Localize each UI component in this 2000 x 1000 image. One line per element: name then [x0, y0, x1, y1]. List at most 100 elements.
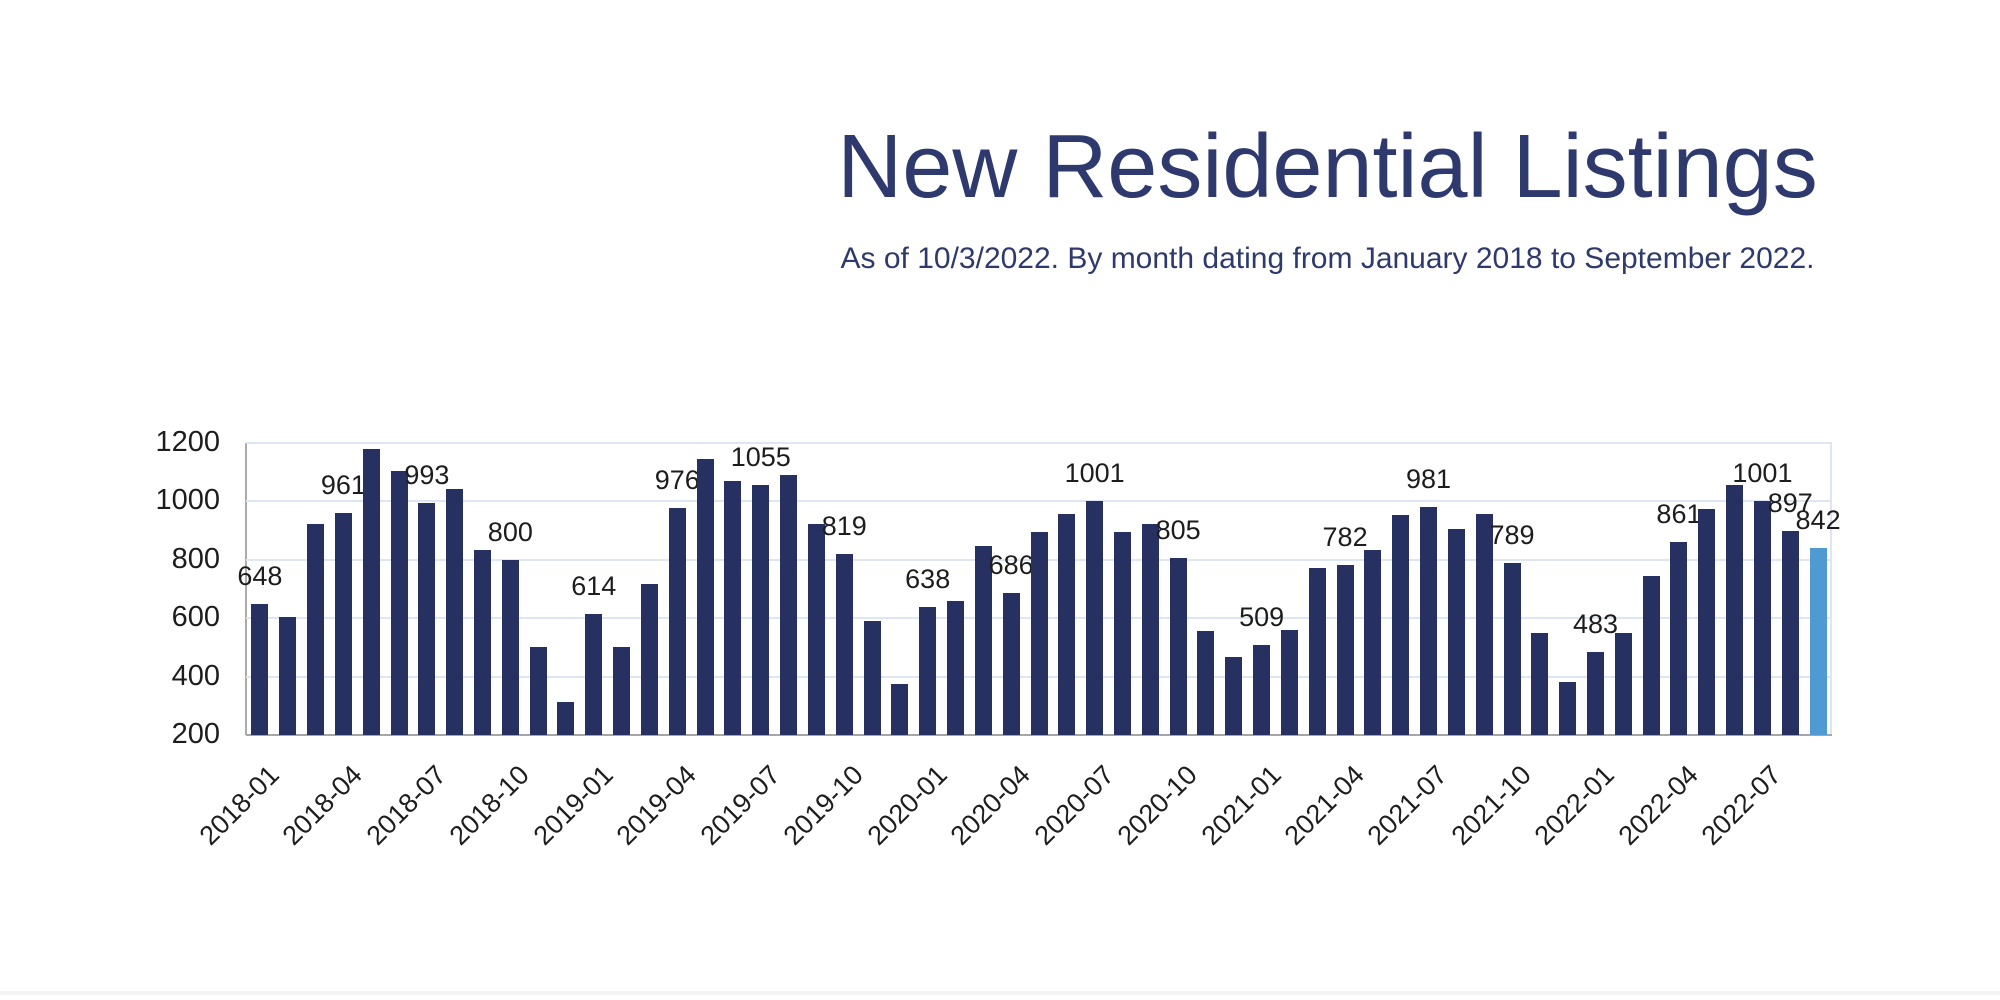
bar-value-label: 961 [320, 469, 366, 500]
bar [1002, 593, 1020, 735]
plot-right-border [1830, 443, 1832, 735]
bar-value-label: 782 [1322, 522, 1368, 553]
bar [557, 702, 575, 735]
bar-value-label: 789 [1489, 520, 1535, 551]
bar [1447, 528, 1465, 735]
chart-subtitle: As of 10/3/2022. By month dating from Ja… [840, 242, 1815, 275]
bar [362, 448, 380, 735]
bar [696, 458, 714, 735]
y-tick-label: 400 [171, 659, 220, 692]
x-tick-label: 2020-07 [1028, 759, 1120, 851]
bar [1086, 501, 1104, 735]
chart-title: New Residential Listings [837, 117, 1818, 217]
bar [947, 600, 965, 735]
x-tick-label: 2020-04 [944, 759, 1036, 851]
y-tick-label: 1200 [155, 426, 220, 458]
bar [807, 523, 825, 735]
x-axis-baseline [246, 734, 1832, 736]
y-axis: 200 400 600 800 1000 1200 [40, 428, 220, 749]
bar [668, 508, 686, 735]
bar [752, 485, 770, 735]
bar [585, 614, 603, 735]
bar [1197, 630, 1215, 735]
bar [1586, 652, 1604, 735]
bar [334, 512, 352, 735]
bar [1336, 565, 1354, 735]
bar-value-label: 981 [1406, 463, 1452, 494]
bar [1698, 508, 1716, 735]
bar [1420, 506, 1438, 735]
bar [1503, 563, 1521, 735]
bar [1392, 515, 1410, 735]
x-tick-label: 2018-07 [360, 759, 452, 851]
bar-value-label: 861 [1656, 499, 1702, 529]
bar [863, 621, 881, 735]
bar-value-label: 638 [905, 564, 951, 595]
bar-value-label: 842 [1795, 504, 1841, 535]
y-tick-label: 200 [171, 718, 220, 750]
x-tick-label: 2021-10 [1445, 759, 1537, 851]
bar-value-label: 1055 [730, 442, 791, 473]
bar [1364, 550, 1382, 735]
bar [891, 683, 909, 735]
bar-value-label: 800 [487, 516, 533, 547]
bar [1531, 632, 1549, 735]
bar [919, 607, 937, 735]
bar [1253, 644, 1271, 735]
highlight-bar [1809, 547, 1827, 735]
bar-value-label: 819 [821, 511, 867, 542]
x-tick-label: 2018-10 [443, 759, 536, 851]
bar [474, 550, 491, 735]
x-tick-label: 2021-01 [1195, 759, 1287, 851]
bar [1475, 513, 1493, 735]
chart-header: New Residential Listings [655, 118, 2000, 216]
bar [724, 480, 742, 735]
x-tick-label: 2019-04 [610, 759, 703, 851]
x-tick-label: 2021-07 [1362, 759, 1454, 851]
bar [613, 646, 631, 735]
bar [1781, 531, 1799, 735]
bar-value-label: 1001 [1064, 458, 1125, 489]
y-tick-label: 1000 [155, 484, 220, 517]
bottom-edge-artifact [0, 991, 2000, 995]
bar-value-label: 614 [571, 571, 617, 602]
bar [1030, 532, 1048, 735]
y-tick-label: 800 [171, 542, 220, 575]
bar [835, 554, 853, 735]
y-tick-label: 600 [171, 601, 220, 634]
x-tick-label: 2020-01 [861, 759, 953, 851]
bar [1058, 513, 1076, 735]
x-tick-label: 2022-04 [1612, 759, 1704, 851]
y-axis-line [245, 443, 247, 735]
bar-value-label: 1001 [1732, 458, 1793, 489]
bar [418, 503, 436, 735]
bar [1280, 629, 1298, 735]
bar [780, 474, 798, 735]
bar [307, 523, 325, 735]
x-tick-label: 2018-04 [276, 759, 369, 851]
bar [1670, 542, 1688, 735]
x-tick-label: 2021-04 [1278, 759, 1370, 851]
bar [390, 471, 408, 735]
bar [1614, 632, 1632, 735]
bar [974, 546, 992, 735]
bar-value-label: 483 [1572, 609, 1619, 640]
bar-value-label: 993 [404, 460, 450, 491]
bar [1753, 501, 1771, 735]
bar [446, 489, 464, 735]
x-tick-label: 2018-01 [193, 759, 285, 851]
bar [1308, 567, 1326, 735]
bar [1113, 532, 1131, 735]
bar [1141, 523, 1159, 735]
bar [1225, 657, 1243, 735]
bar-value-label: 897 [1767, 488, 1813, 519]
x-tick-label: 2019-10 [777, 759, 870, 851]
bar-value-label: 805 [1155, 515, 1201, 546]
x-tick-label: 2022-01 [1529, 759, 1621, 851]
bar [1559, 681, 1577, 735]
bar [501, 559, 519, 735]
bar [1726, 484, 1744, 735]
plot-area: 648 2018-01 961 2018-04 993 2018-07 800 2018-10… [193, 442, 1841, 851]
bar-value-label: 976 [654, 465, 700, 496]
